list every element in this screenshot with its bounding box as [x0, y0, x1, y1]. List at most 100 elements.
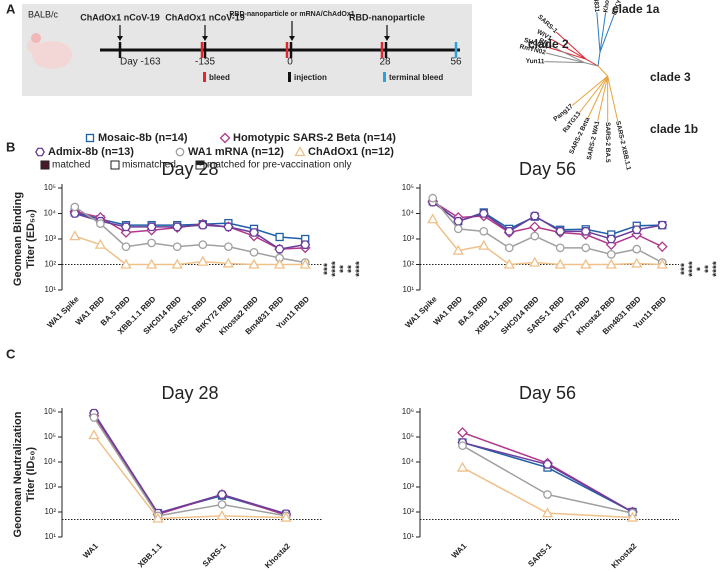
marker	[219, 132, 231, 144]
series-line	[93, 417, 287, 517]
tree-branch	[548, 44, 585, 64]
marker	[35, 147, 45, 157]
marker	[172, 222, 183, 232]
tree-branch	[607, 76, 619, 122]
marker	[580, 227, 591, 236]
marker	[605, 258, 617, 269]
y-tick-label: 10³	[44, 234, 56, 243]
marker	[275, 232, 284, 242]
x-tick-label: WA1 Spike	[45, 294, 81, 330]
marker	[543, 490, 552, 499]
marker	[152, 512, 164, 523]
significance: ****	[688, 261, 699, 277]
marker	[248, 258, 260, 269]
panel-label: A	[6, 1, 16, 16]
clade-label: clade 1b	[650, 122, 698, 136]
series-line	[462, 431, 633, 513]
y-tick-label: 10⁶	[402, 407, 414, 416]
marker	[656, 258, 668, 269]
x-tick-label: Khosta2	[610, 541, 639, 570]
marker	[94, 238, 107, 249]
marker	[274, 244, 285, 254]
marker	[458, 441, 467, 451]
y-tick-label: 10¹	[402, 532, 414, 541]
key-label: injection	[294, 73, 327, 82]
day-label: Day -163	[120, 57, 161, 68]
marker	[554, 258, 566, 269]
series-line	[93, 415, 287, 516]
marker	[457, 427, 468, 439]
marker	[530, 231, 540, 241]
marker	[85, 133, 95, 143]
tree-branch	[597, 52, 601, 67]
marker-key-label: mismatched	[122, 160, 176, 171]
y-tick-label: 10¹	[402, 285, 414, 294]
y-tick-label: 10²	[402, 507, 414, 516]
marker	[580, 258, 592, 269]
marker	[172, 242, 182, 252]
marker	[631, 257, 643, 268]
marker	[217, 500, 227, 509]
marker-key-swatch	[196, 161, 204, 165]
series-line	[93, 412, 287, 515]
chart-title: Day 28	[161, 383, 218, 403]
y-tick-label: 10⁴	[402, 457, 415, 466]
tree-branch	[599, 12, 607, 53]
marker	[171, 258, 183, 269]
significance: ****	[331, 261, 342, 277]
clade-label: clade 1a	[612, 2, 660, 16]
marker	[299, 258, 311, 269]
marker	[479, 226, 489, 236]
y-tick-label: 10³	[44, 482, 56, 491]
series-line	[74, 235, 306, 266]
tree-branch	[587, 75, 609, 118]
mouse-strain: BALB/c	[28, 9, 59, 19]
significance: **	[347, 265, 358, 273]
significance: *	[696, 267, 707, 271]
tree-branch	[596, 12, 601, 53]
key-label: terminal bleed	[389, 73, 443, 82]
marker	[504, 243, 514, 253]
series-line	[462, 445, 633, 514]
marker	[69, 230, 81, 241]
chart-title: Day 56	[519, 383, 576, 403]
marker-key-swatch	[110, 160, 120, 170]
x-tick-label: WA1	[450, 541, 469, 560]
marker	[453, 216, 464, 226]
y-tick-label: 10⁶	[44, 407, 56, 416]
marker	[70, 202, 80, 212]
chart-title: Day 56	[519, 159, 576, 179]
tree-leaf: Bm4831	[591, 0, 600, 13]
tree-branch	[579, 75, 609, 113]
tree-branch	[571, 75, 608, 106]
marker	[632, 244, 642, 254]
tree-branch	[555, 31, 587, 60]
y-tick-label: 10⁵	[402, 432, 414, 441]
marker	[657, 220, 668, 230]
x-tick-label: Khosta2	[263, 541, 292, 570]
marker	[249, 247, 259, 257]
arrow-head	[117, 36, 123, 41]
day-label: 0	[287, 57, 293, 68]
y-axis-label: Geomean Neutralization	[12, 411, 24, 537]
marker	[147, 238, 156, 248]
day-label: 28	[379, 57, 391, 68]
arrow-head	[384, 36, 390, 41]
marker	[223, 222, 234, 232]
marker	[542, 460, 553, 469]
y-axis-label: Titer (ID₅₀)	[25, 447, 37, 502]
series-line	[462, 441, 633, 513]
tree-branch	[585, 58, 599, 67]
tree-branch	[547, 46, 586, 60]
marker	[656, 241, 668, 253]
y-tick-label: 10³	[402, 234, 414, 243]
marker-key-swatch	[40, 160, 50, 170]
significance: ****	[355, 261, 366, 277]
key-label: bleed	[209, 73, 230, 82]
marker	[249, 228, 259, 237]
tree-branch	[599, 14, 615, 53]
x-tick-label: WA1 Spike	[403, 294, 439, 330]
key-swatch	[203, 72, 206, 82]
tree-leaf: SARS-2 BA.5	[604, 122, 611, 163]
